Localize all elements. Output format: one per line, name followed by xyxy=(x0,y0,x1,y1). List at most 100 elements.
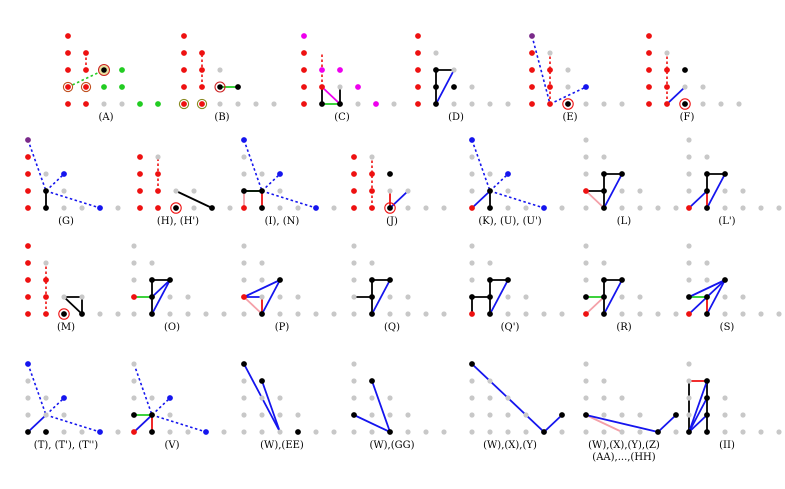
solid-edge xyxy=(585,414,623,433)
panel-H xyxy=(137,154,233,214)
lattice-dot xyxy=(583,294,589,300)
lattice-dot xyxy=(487,260,493,266)
lattice-dot xyxy=(583,378,589,384)
dashed-edge xyxy=(45,190,101,209)
lattice-dot xyxy=(487,294,493,300)
solid-edge xyxy=(543,414,563,433)
lattice-dot xyxy=(181,50,187,56)
lattice-dot xyxy=(682,67,688,73)
dashed-edge xyxy=(45,397,65,416)
dashed-edge xyxy=(471,139,491,192)
lattice-dot xyxy=(351,205,357,211)
dashed-edge xyxy=(489,173,509,192)
lattice-dot xyxy=(337,101,343,107)
lattice-dot xyxy=(369,154,375,160)
lattice-dot xyxy=(559,429,565,435)
lattice-dot xyxy=(487,205,493,211)
lattice-dot xyxy=(241,260,247,266)
solid-edge xyxy=(371,279,391,315)
lattice-dot xyxy=(241,277,247,283)
lattice-dot xyxy=(655,311,661,317)
lattice-dot xyxy=(241,205,247,211)
lattice-dot xyxy=(722,277,728,283)
panel-caption: (C) xyxy=(334,112,350,123)
lattice-dot xyxy=(185,294,191,300)
lattice-dot xyxy=(149,260,155,266)
lattice-dot xyxy=(387,429,393,435)
lattice-dot xyxy=(441,311,447,317)
lattice-dot xyxy=(119,84,125,90)
lattice-dot xyxy=(619,188,625,194)
lattice-dot xyxy=(415,67,421,73)
lattice-dot xyxy=(686,412,692,418)
lattice-dot xyxy=(155,188,161,194)
lattice-dot xyxy=(523,429,529,435)
solid-edge xyxy=(657,414,677,433)
lattice-dot xyxy=(149,277,155,283)
lattice-dot xyxy=(637,412,643,418)
lattice-dot xyxy=(722,205,728,211)
dashed-edge xyxy=(45,414,101,433)
lattice-dot xyxy=(43,429,49,435)
lattice-dot xyxy=(387,171,393,177)
lattice-dot xyxy=(43,412,49,418)
highlight-ring xyxy=(62,81,74,93)
lattice-dot xyxy=(319,101,325,107)
lattice-dot xyxy=(137,188,143,194)
lattice-dot xyxy=(487,188,493,194)
lattice-dot xyxy=(704,260,710,266)
panel-W2 xyxy=(351,361,447,435)
lattice-dot xyxy=(619,395,625,401)
lattice-dot xyxy=(776,429,782,435)
lattice-dot xyxy=(137,101,143,107)
lattice-dot xyxy=(61,395,67,401)
lattice-dot xyxy=(547,67,553,73)
lattice-dot xyxy=(277,205,283,211)
solid-edge xyxy=(706,173,726,209)
dashed-edge xyxy=(261,173,281,192)
lattice-dot xyxy=(583,101,589,107)
solid-edge xyxy=(688,414,708,433)
lattice-dot xyxy=(469,188,475,194)
panel-Q2 xyxy=(469,243,565,317)
lattice-dot xyxy=(686,205,692,211)
dashed-edge xyxy=(243,139,263,192)
panel-E xyxy=(529,33,625,110)
lattice-dot xyxy=(155,101,161,107)
lattice-dot xyxy=(601,205,607,211)
lattice-dot xyxy=(131,294,137,300)
lattice-dot xyxy=(686,171,692,177)
lattice-dot xyxy=(469,412,475,418)
lattice-dot xyxy=(137,171,143,177)
lattice-dot xyxy=(704,311,710,317)
lattice-dot xyxy=(351,395,357,401)
panel-K xyxy=(469,137,565,211)
lattice-dot xyxy=(722,311,728,317)
solid-edge xyxy=(151,279,171,298)
lattice-dot xyxy=(351,311,357,317)
lattice-dot xyxy=(203,429,209,435)
lattice-dot xyxy=(167,311,173,317)
lattice-dot xyxy=(277,429,283,435)
lattice-dot xyxy=(646,67,652,73)
lattice-dot xyxy=(583,188,589,194)
lattice-dot xyxy=(61,188,67,194)
lattice-dot xyxy=(25,294,31,300)
lattice-dot xyxy=(505,171,511,177)
lattice-dot xyxy=(583,84,589,90)
lattice-dot xyxy=(369,260,375,266)
lattice-dot xyxy=(149,311,155,317)
lattice-dot xyxy=(469,361,475,367)
lattice-dot xyxy=(331,205,337,211)
lattice-dot xyxy=(637,294,643,300)
lattice-dot xyxy=(25,378,31,384)
lattice-dot xyxy=(25,412,31,418)
lattice-dot xyxy=(704,205,710,211)
lattice-dot xyxy=(337,67,343,73)
highlight-ring xyxy=(196,98,208,110)
panel-caption: (W),(GG) xyxy=(369,440,415,451)
lattice-dot xyxy=(469,154,475,160)
panel-caption: (A) xyxy=(98,112,114,123)
solid-edge xyxy=(261,279,281,315)
lattice-dot xyxy=(131,378,137,384)
